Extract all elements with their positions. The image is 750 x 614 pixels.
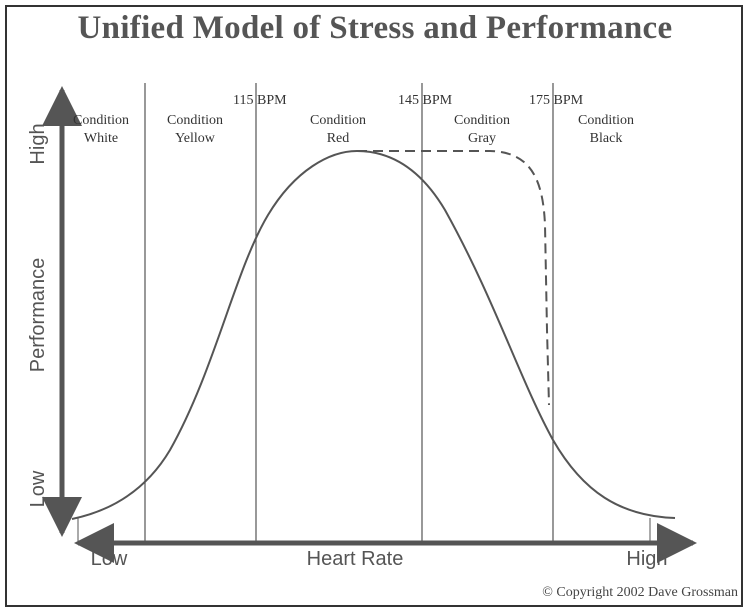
condition-white-line2: White <box>84 131 118 146</box>
performance-curve <box>71 149 676 520</box>
condition-black-line2: Black <box>590 131 623 146</box>
condition-black-line1: Condition <box>578 113 634 128</box>
y-axis-low-label: Low <box>27 470 49 507</box>
condition-gray-line2: Gray <box>468 131 496 146</box>
dashed-sustained-curve <box>357 150 550 406</box>
threshold-label-175: 175 BPM <box>529 93 584 108</box>
x-axis-title: Heart Rate <box>307 548 404 570</box>
condition-red-line1: Condition <box>310 113 366 128</box>
threshold-label-115: 115 BPM <box>233 93 287 108</box>
condition-gray-line1: Condition <box>454 113 510 128</box>
condition-yellow-line1: Condition <box>167 113 223 128</box>
condition-white-line1: Condition <box>73 113 129 128</box>
copyright-notice: © Copyright 2002 Dave Grossman <box>542 585 738 600</box>
y-axis-high-label: High <box>27 123 49 164</box>
x-axis-high-label: High <box>626 548 667 570</box>
threshold-label-145: 145 BPM <box>398 93 453 108</box>
x-axis-low-label: Low <box>91 548 128 570</box>
y-axis-title: Performance <box>27 258 49 373</box>
condition-yellow-line2: Yellow <box>175 131 216 146</box>
condition-red-line2: Red <box>327 131 350 146</box>
diagram-title: Unified Model of Stress and Performance <box>77 10 673 46</box>
